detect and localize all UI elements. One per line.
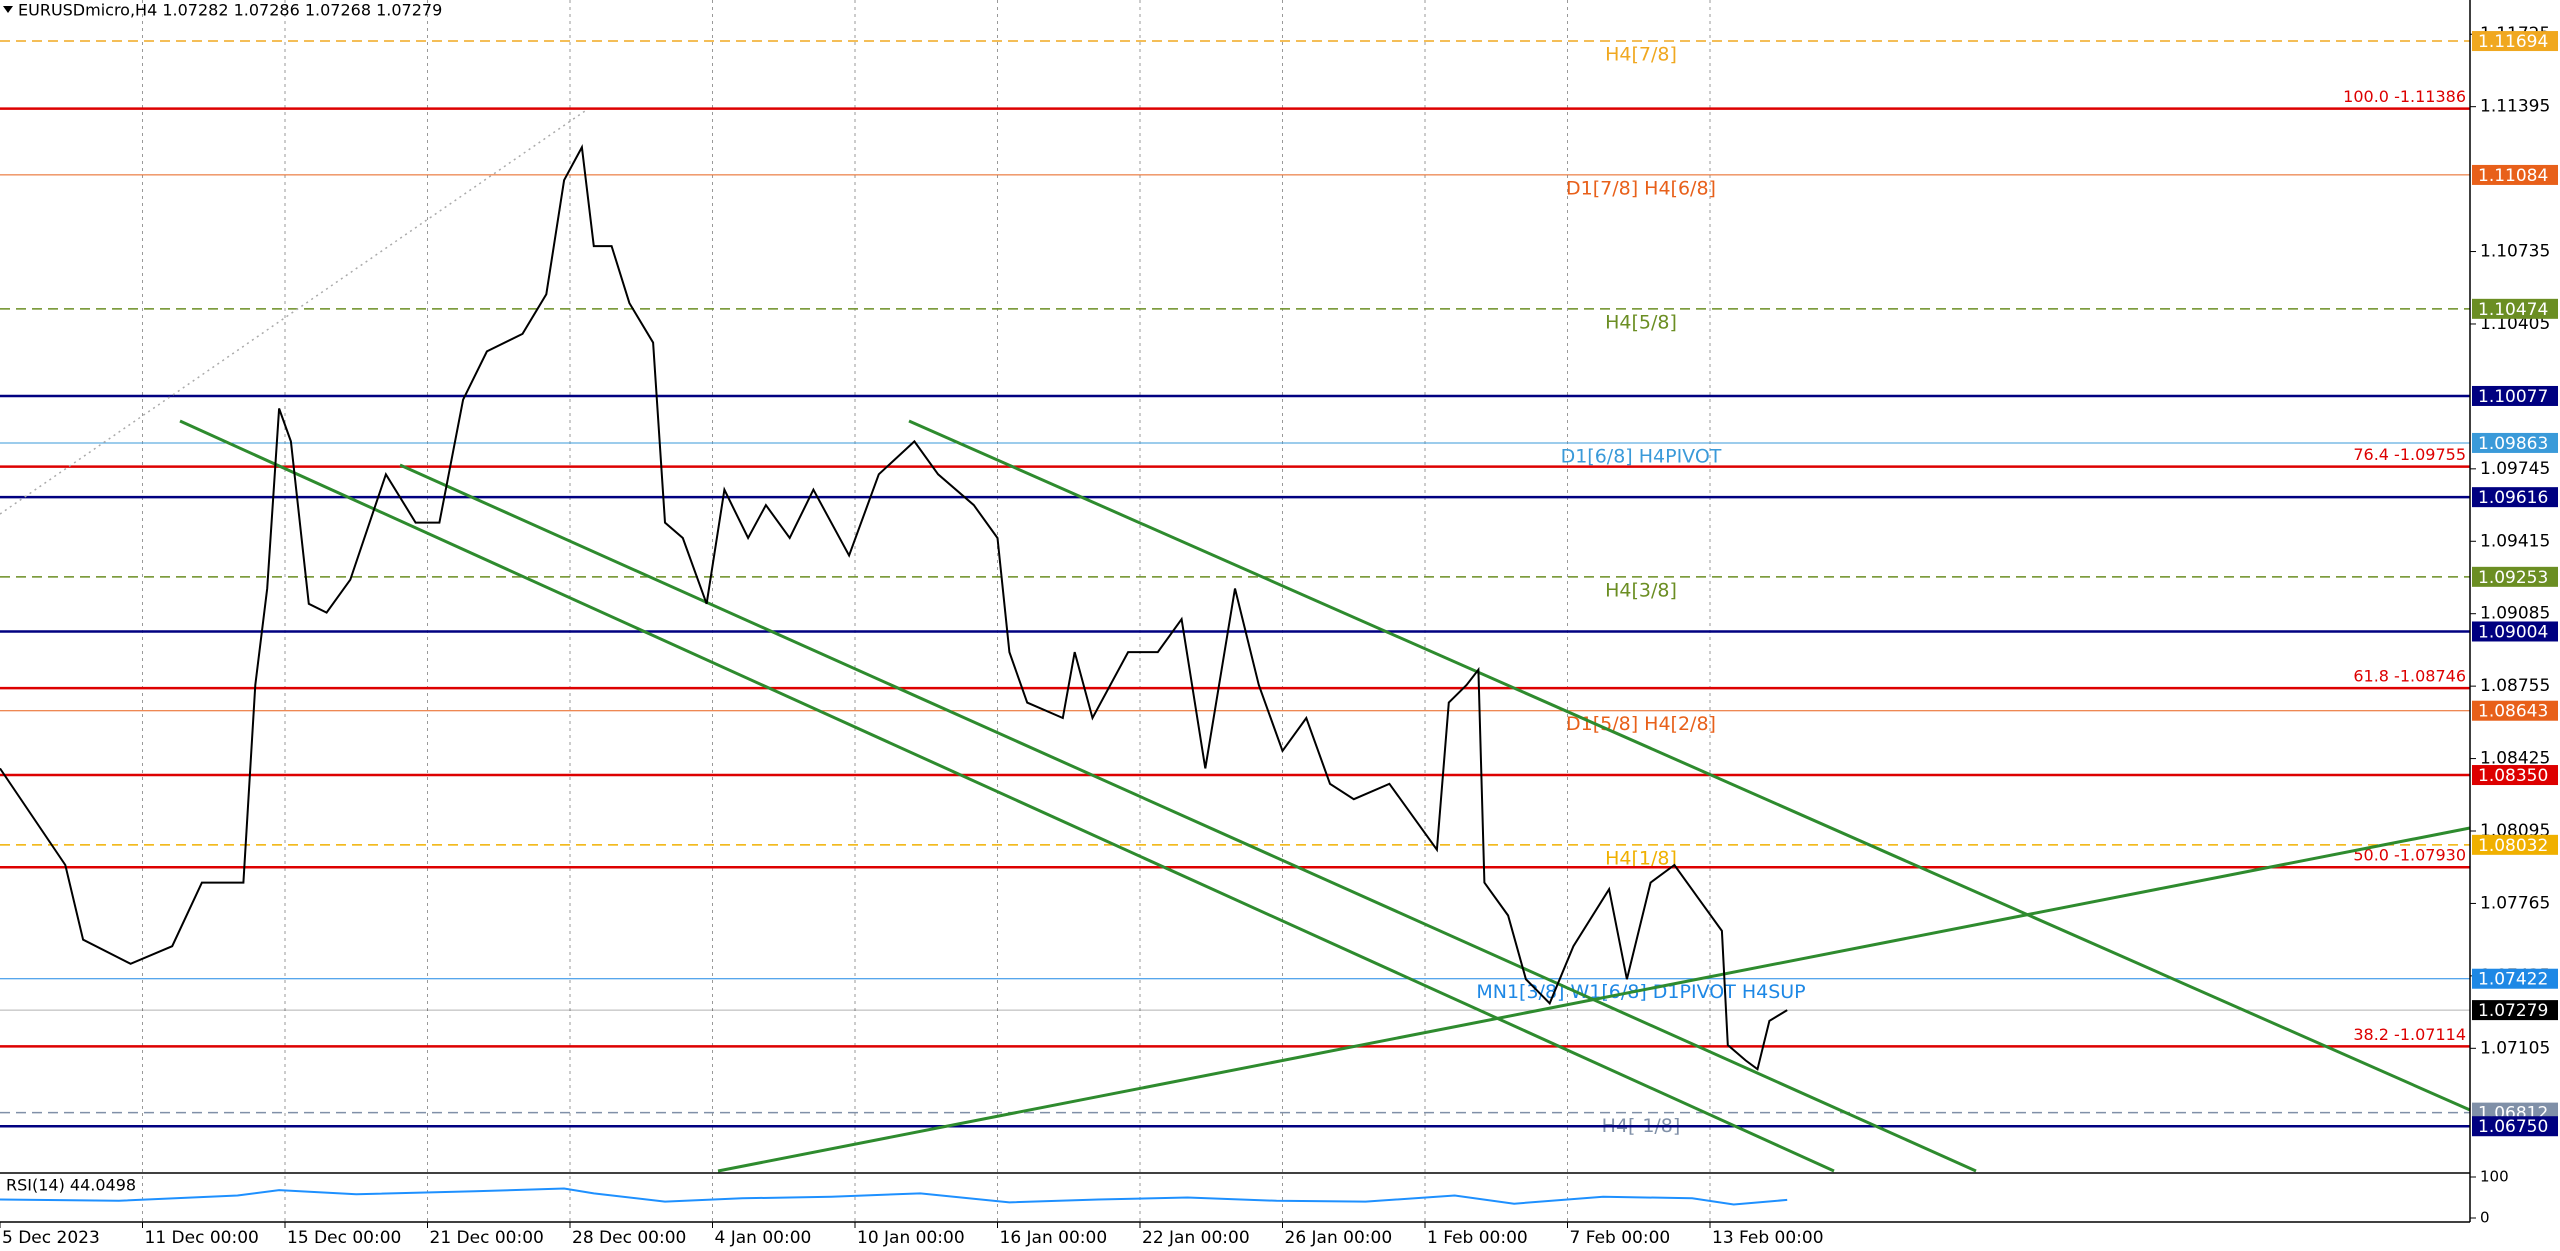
rsi-tick-label: 100 [2480, 1168, 2509, 1186]
x-tick-label: 1 Feb 00:00 [1427, 1228, 1528, 1248]
rsi-title: RSI(14) 44.0498 [6, 1176, 136, 1195]
x-tick-label: 7 Feb 00:00 [1570, 1228, 1671, 1248]
y-tick-label: 1.08755 [2480, 676, 2550, 696]
level-price-label: 1.08643 [2478, 702, 2548, 722]
y-tick-label: 1.10735 [2480, 242, 2550, 262]
fib-trend-line [0, 110, 586, 515]
level-price-box [2472, 700, 2558, 721]
y-tick-label: 1.10405 [2480, 314, 2550, 334]
level-price-label: 1.08032 [2478, 836, 2548, 856]
price-pane [0, 144, 1788, 1071]
rsi-line [0, 1187, 1788, 1206]
y-tick-label: 1.09085 [2480, 604, 2550, 624]
level-price-box [2472, 298, 2558, 319]
level-price-label: 1.11084 [2478, 166, 2548, 186]
x-tick-label: 11 Dec 00:00 [145, 1228, 259, 1248]
y-tick-label: 1.08425 [2480, 749, 2550, 769]
level-price-label: 1.07422 [2478, 970, 2548, 990]
level-price-box [2472, 1116, 2558, 1137]
level-price-label: 1.06750 [2478, 1117, 2548, 1137]
x-tick-label: 22 Jan 00:00 [1142, 1228, 1250, 1248]
level-price-label: 1.08350 [2478, 766, 2548, 786]
fib-label: 100.0 -1.11386 [2343, 87, 2466, 106]
y-tick-label: 1.09415 [2480, 531, 2550, 551]
menu-arrow[interactable] [3, 6, 13, 13]
levels: H4[7/8] D1[7/8] H4[6/8] H4[5/8] D1[6/8] H4P… [0, 40, 2470, 1137]
symbol-header: EURUSDmicro,H4 1.07282 1.07286 1.07268 1… [18, 1, 442, 20]
level-price-box [2472, 765, 2558, 786]
level-price-label: 1.09004 [2478, 622, 2548, 642]
level-price-label: 1.10077 [2478, 387, 2548, 407]
y-tick-label: 1.07105 [2480, 1038, 2550, 1058]
level-text: H4[7/8] [1605, 44, 1677, 66]
level-price-label: 1.10474 [2478, 300, 2548, 320]
y-tick-label: 1.11395 [2480, 97, 2550, 117]
x-tick-label: 21 Dec 00:00 [430, 1228, 544, 1248]
channel-line [908, 419, 2471, 1112]
x-tick-label: 10 Jan 00:00 [857, 1228, 965, 1248]
level-price-box [2472, 566, 2558, 587]
fib-label: 50.0 -1.07930 [2353, 846, 2466, 865]
level-price-box [2472, 487, 2558, 508]
trend-line [717, 826, 2471, 1173]
x-tick-label: 5 Dec 2023 [2, 1228, 100, 1248]
level-price-box [2472, 1000, 2558, 1021]
x-tick-label: 13 Feb 00:00 [1712, 1228, 1824, 1248]
level-text: H4[3/8] [1605, 579, 1677, 601]
y-tick-label: 1.09745 [2480, 459, 2550, 479]
grid [142, 0, 1711, 1222]
x-tick-label: 26 Jan 00:00 [1285, 1228, 1393, 1248]
level-text: H4[5/8] [1605, 311, 1677, 333]
x-tick-label: 16 Jan 00:00 [1000, 1228, 1108, 1248]
level-text: D1[6/8] H4PIVOT [1561, 445, 1722, 467]
rsi-tick-label: 0 [2480, 1209, 2490, 1227]
y-tick-label: 1.07765 [2480, 893, 2550, 913]
level-text: D1[5/8] H4[2/8] [1566, 713, 1716, 735]
fib-label: 76.4 -1.09755 [2353, 445, 2466, 464]
level-price-box [2472, 385, 2558, 406]
level-price-label: 1.11694 [2478, 32, 2548, 52]
level-price-label: 1.09253 [2478, 568, 2548, 588]
level-text: H4[1/8] [1605, 847, 1677, 869]
level-price-label: 1.09616 [2478, 488, 2548, 508]
level-price-box [2472, 834, 2558, 855]
level-text: MN1[3/8] W1[6/8] D1PIVOT H4SUP [1476, 981, 1805, 1003]
level-price-box [2472, 968, 2558, 989]
fib-label: 38.2 -1.07114 [2353, 1025, 2466, 1044]
x-tick-label: 4 Jan 00:00 [715, 1228, 812, 1248]
channel-line [399, 463, 1977, 1173]
level-text: D1[7/8] H4[6/8] [1566, 177, 1716, 199]
level-price-box [2472, 621, 2558, 642]
x-tick-label: 15 Dec 00:00 [287, 1228, 401, 1248]
level-price-box [2472, 164, 2558, 185]
level-price-box [2472, 31, 2558, 52]
fib-label: 61.8 -1.08746 [2353, 667, 2466, 686]
level-price-label: 1.07279 [2478, 1001, 2548, 1021]
price-line [0, 144, 1788, 1071]
channel-line [179, 419, 1835, 1173]
x-tick-label: 28 Dec 00:00 [572, 1228, 686, 1248]
level-price-label: 1.09863 [2478, 434, 2548, 454]
level-price-box [2472, 432, 2558, 453]
